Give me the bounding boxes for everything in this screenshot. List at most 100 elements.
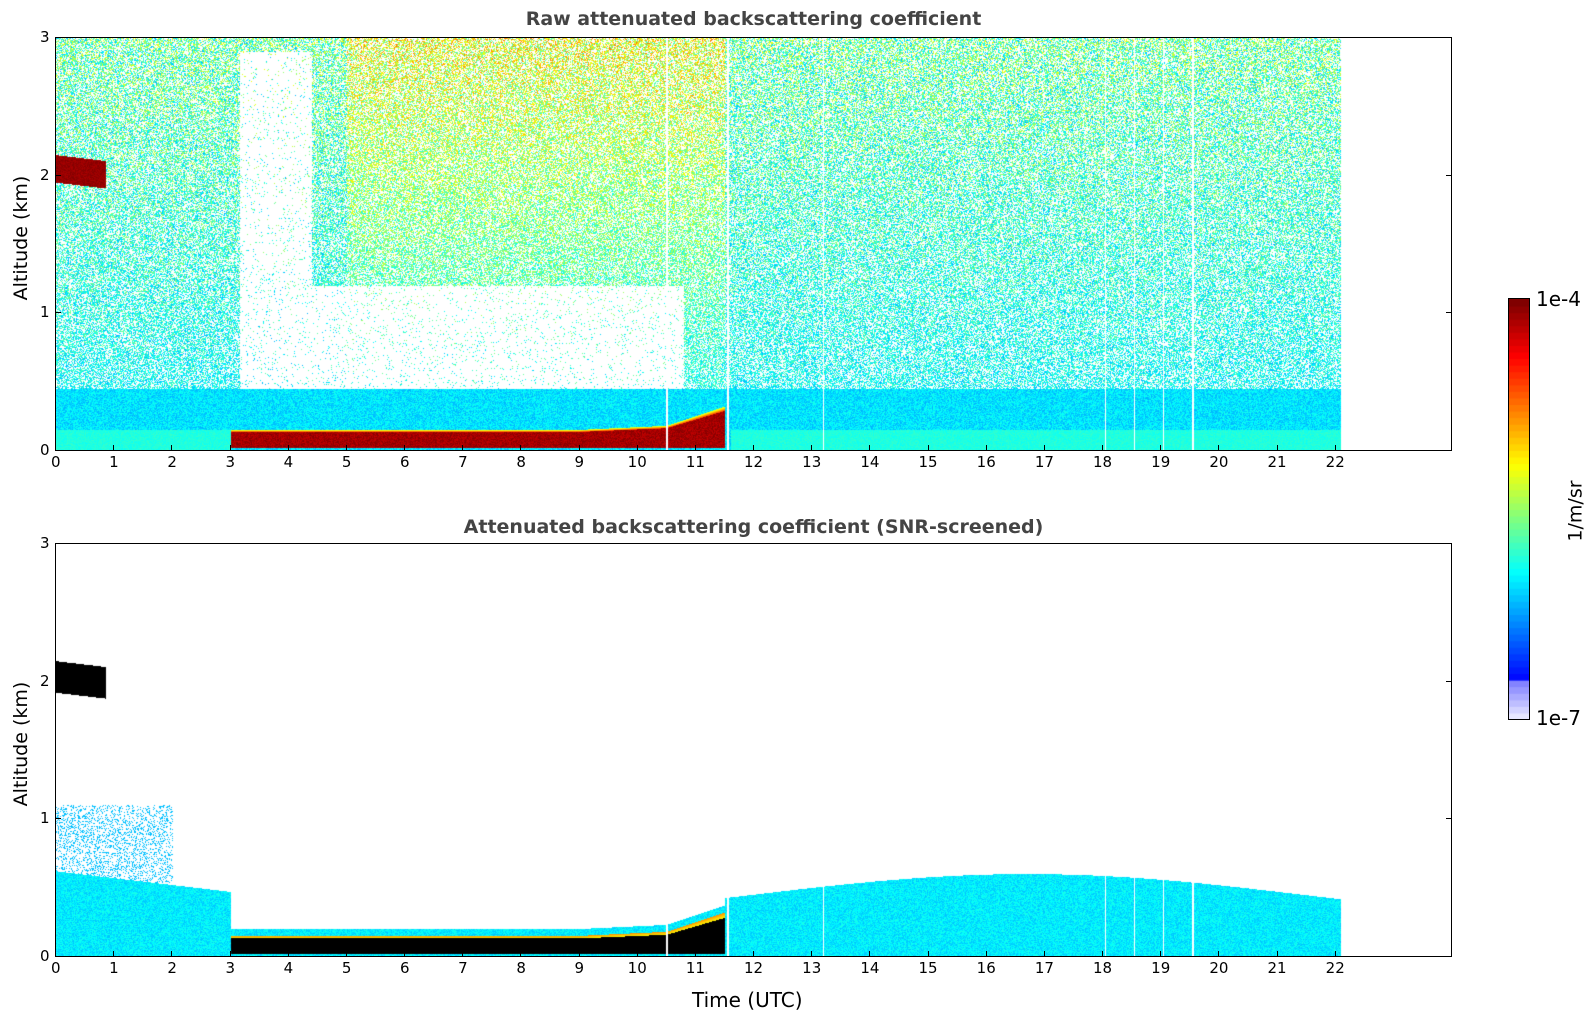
- x-tick-label: 1: [109, 453, 119, 471]
- x-tick-mark: [1276, 445, 1278, 451]
- y-tick-label: 0: [40, 947, 50, 965]
- y-tick-mark: [55, 174, 61, 176]
- x-tick-label: 17: [1034, 453, 1054, 471]
- x-tick-label: 9: [574, 453, 585, 471]
- x-tick-label: 13: [802, 959, 822, 977]
- x-tick-label: 4: [283, 453, 294, 471]
- x-tick-label: 1: [109, 959, 119, 977]
- y-tick-mark: [55, 680, 61, 682]
- y-tick-mark: [55, 312, 61, 314]
- x-tick-label: 2: [167, 453, 177, 471]
- x-tick-label: 12: [744, 453, 764, 471]
- x-tick-mark: [520, 951, 522, 957]
- x-tick-label: 21: [1267, 959, 1287, 977]
- x-tick-mark: [1218, 445, 1220, 451]
- x-tick-label: 21: [1267, 453, 1287, 471]
- x-tick-label: 13: [802, 453, 822, 471]
- x-tick-label: 4: [283, 959, 294, 977]
- x-tick-label: 18: [1093, 959, 1113, 977]
- x-tick-label: 5: [341, 453, 352, 471]
- x-tick-label: 14: [860, 959, 880, 977]
- x-tick-mark: [985, 445, 987, 451]
- x-tick-label: 0: [51, 453, 61, 471]
- x-tick-mark: [1334, 445, 1336, 451]
- x-tick-label: 3: [225, 453, 236, 471]
- x-tick-mark: [636, 445, 638, 451]
- y-tick-label: 3: [40, 534, 50, 552]
- x-tick-mark: [811, 445, 813, 451]
- colorbar: [1508, 298, 1530, 720]
- x-tick-mark: [287, 445, 289, 451]
- y-tick-label: 2: [40, 671, 50, 690]
- x-tick-mark: [1334, 951, 1336, 957]
- x-tick-mark: [753, 951, 754, 957]
- x-tick-label: 15: [918, 453, 938, 471]
- x-tick-mark: [229, 445, 231, 451]
- x-tick-mark: [636, 951, 638, 957]
- x-tick-label: 22: [1325, 959, 1345, 977]
- x-tick-mark: [404, 445, 405, 451]
- x-tick-mark: [113, 951, 115, 957]
- x-tick-mark: [1276, 951, 1278, 957]
- x-tick-label: 7: [458, 959, 468, 977]
- x-tick-mark: [171, 951, 173, 957]
- x-tick-label: 15: [918, 959, 938, 977]
- y-tick-mark: [55, 37, 61, 38]
- x-tick-label: 14: [860, 453, 880, 471]
- x-tick-mark: [1102, 951, 1103, 957]
- y-tick-mark: [55, 543, 61, 544]
- x-tick-label: 7: [458, 453, 468, 471]
- x-tick-label: 16: [976, 959, 996, 977]
- panel-2-heatmap: [56, 544, 1451, 956]
- colorbar-min-label: 1e-7: [1536, 706, 1581, 730]
- x-tick-label: 19: [1151, 959, 1171, 977]
- x-tick-mark: [927, 445, 929, 451]
- x-tick-mark: [55, 951, 56, 957]
- x-tick-mark: [869, 951, 871, 957]
- x-tick-label: 6: [400, 453, 410, 471]
- x-tick-mark: [1043, 951, 1045, 957]
- x-tick-label: 9: [574, 959, 585, 977]
- panel-2-ylabel: Altitude (km): [10, 681, 32, 807]
- y-tick-mark-right: [1446, 312, 1452, 314]
- x-tick-mark: [1102, 445, 1103, 451]
- panel-2-title: Attenuated backscattering coefficient (S…: [463, 516, 1044, 538]
- y-tick-label: 3: [40, 28, 50, 46]
- x-tick-mark: [113, 445, 115, 451]
- x-tick-mark: [869, 445, 871, 451]
- x-tick-label: 20: [1209, 453, 1229, 471]
- x-tick-label: 16: [976, 453, 996, 471]
- x-tick-mark: [1043, 445, 1045, 451]
- x-tick-mark: [229, 951, 231, 957]
- y-tick-label: 1: [40, 303, 50, 322]
- y-tick-label: 2: [40, 165, 50, 184]
- y-tick-mark-right: [1446, 680, 1452, 682]
- x-tick-label: 5: [341, 959, 352, 977]
- x-tick-mark: [171, 445, 173, 451]
- x-tick-mark: [1160, 445, 1162, 451]
- x-tick-mark: [462, 951, 464, 957]
- colorbar-unit-label: 1/m/sr: [1564, 480, 1587, 542]
- y-tick-mark: [55, 450, 61, 451]
- x-tick-label: 17: [1034, 959, 1054, 977]
- x-tick-mark: [520, 445, 522, 451]
- panel-1-heatmap: [56, 38, 1451, 450]
- colorbar-max-label: 1e-4: [1536, 287, 1581, 311]
- x-axis-label: Time (UTC): [692, 988, 803, 1012]
- y-tick-mark-right: [1446, 450, 1452, 451]
- x-tick-mark: [753, 445, 754, 451]
- x-tick-label: 20: [1209, 959, 1229, 977]
- x-tick-mark: [578, 445, 580, 451]
- x-tick-mark: [462, 445, 464, 451]
- x-tick-label: 3: [225, 959, 236, 977]
- x-tick-mark: [404, 951, 405, 957]
- x-tick-label: 19: [1151, 453, 1171, 471]
- x-tick-mark: [1160, 951, 1162, 957]
- x-tick-label: 18: [1093, 453, 1113, 471]
- y-tick-mark-right: [1446, 543, 1452, 544]
- y-tick-mark-right: [1446, 174, 1452, 176]
- panel-1-ylabel: Altitude (km): [10, 175, 32, 301]
- x-tick-label: 10: [627, 453, 647, 471]
- x-tick-label: 0: [51, 959, 61, 977]
